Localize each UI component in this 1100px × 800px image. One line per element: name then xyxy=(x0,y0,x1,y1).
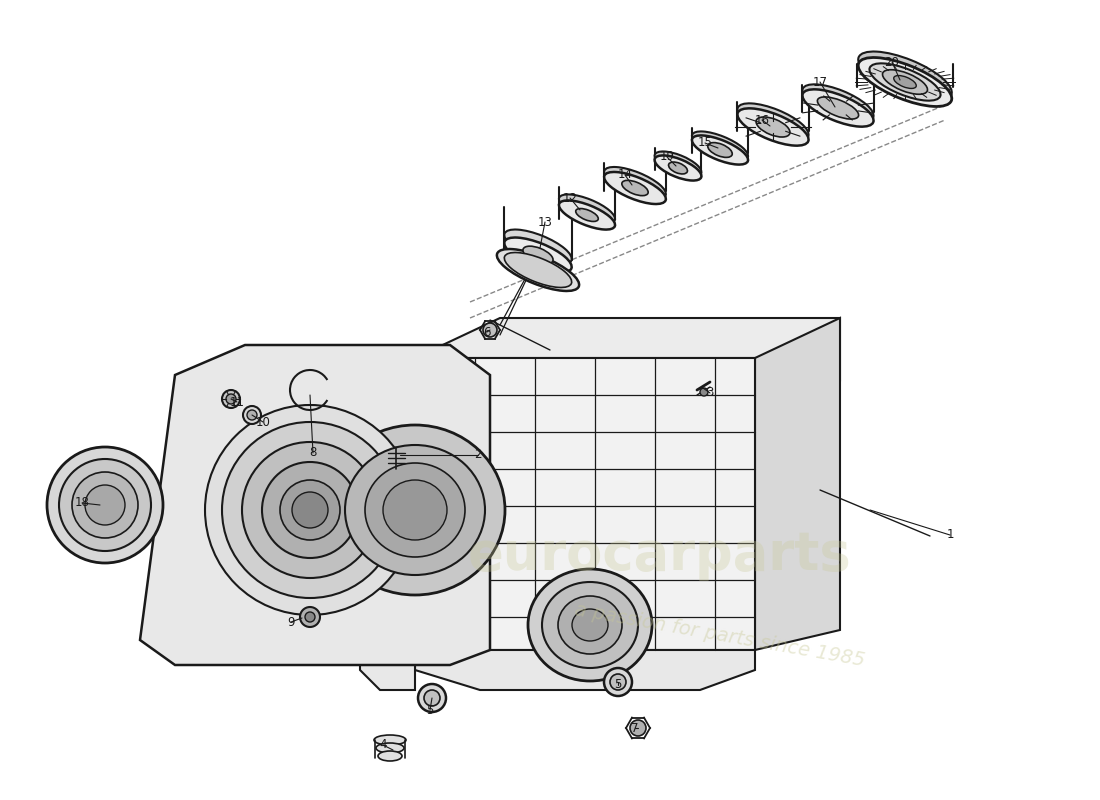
Ellipse shape xyxy=(504,230,572,265)
Ellipse shape xyxy=(374,735,406,745)
Text: 15: 15 xyxy=(697,137,713,150)
Ellipse shape xyxy=(707,142,733,158)
Text: 6: 6 xyxy=(483,326,491,338)
Polygon shape xyxy=(360,650,415,690)
Ellipse shape xyxy=(558,596,622,654)
Ellipse shape xyxy=(504,253,572,287)
Ellipse shape xyxy=(542,582,638,668)
Polygon shape xyxy=(415,650,755,690)
Text: 7: 7 xyxy=(631,722,639,734)
Text: a passion for parts since 1985: a passion for parts since 1985 xyxy=(573,600,867,670)
Text: 3: 3 xyxy=(706,386,714,399)
Ellipse shape xyxy=(378,751,402,761)
Ellipse shape xyxy=(692,131,748,161)
Ellipse shape xyxy=(858,51,952,101)
Ellipse shape xyxy=(604,167,666,199)
Ellipse shape xyxy=(559,194,615,223)
Ellipse shape xyxy=(858,58,952,106)
Circle shape xyxy=(424,690,440,706)
Ellipse shape xyxy=(365,463,465,557)
Text: 1: 1 xyxy=(946,529,954,542)
Ellipse shape xyxy=(802,84,873,122)
Circle shape xyxy=(483,323,497,337)
Circle shape xyxy=(248,410,257,420)
Ellipse shape xyxy=(559,201,615,230)
Text: 4: 4 xyxy=(379,738,387,751)
Ellipse shape xyxy=(572,609,608,641)
Text: 10: 10 xyxy=(255,415,271,429)
Text: 14: 14 xyxy=(617,169,632,182)
Circle shape xyxy=(262,462,358,558)
Text: 2: 2 xyxy=(474,449,482,462)
Ellipse shape xyxy=(669,162,688,174)
Ellipse shape xyxy=(522,246,553,264)
Ellipse shape xyxy=(869,63,940,101)
Circle shape xyxy=(72,472,138,538)
Ellipse shape xyxy=(654,155,702,181)
Text: 18: 18 xyxy=(75,497,89,510)
Text: eurocarparts: eurocarparts xyxy=(469,529,851,581)
Ellipse shape xyxy=(893,75,916,89)
Text: 20: 20 xyxy=(884,55,900,69)
Polygon shape xyxy=(415,318,840,380)
Circle shape xyxy=(305,612,315,622)
Circle shape xyxy=(222,390,240,408)
Circle shape xyxy=(280,480,340,540)
Ellipse shape xyxy=(621,180,648,196)
Ellipse shape xyxy=(575,209,598,222)
Text: 9: 9 xyxy=(287,615,295,629)
Circle shape xyxy=(226,394,236,404)
Circle shape xyxy=(604,668,632,696)
Ellipse shape xyxy=(345,445,485,575)
Circle shape xyxy=(85,485,125,525)
Ellipse shape xyxy=(376,743,404,753)
Ellipse shape xyxy=(802,90,873,126)
Circle shape xyxy=(610,674,626,690)
Ellipse shape xyxy=(817,97,859,119)
Ellipse shape xyxy=(604,172,666,204)
Ellipse shape xyxy=(383,480,447,540)
Ellipse shape xyxy=(868,60,943,98)
Ellipse shape xyxy=(324,425,505,595)
Text: 11: 11 xyxy=(230,395,244,409)
Ellipse shape xyxy=(882,70,927,94)
Circle shape xyxy=(47,447,163,563)
Circle shape xyxy=(300,607,320,627)
Polygon shape xyxy=(415,358,755,650)
Text: 8: 8 xyxy=(309,446,317,459)
Text: 5: 5 xyxy=(427,703,433,717)
Circle shape xyxy=(59,459,151,551)
Ellipse shape xyxy=(528,569,652,681)
Ellipse shape xyxy=(737,108,808,146)
Text: 16: 16 xyxy=(755,114,770,126)
Circle shape xyxy=(222,422,398,598)
Ellipse shape xyxy=(692,135,748,165)
Circle shape xyxy=(205,405,415,615)
Ellipse shape xyxy=(654,151,702,177)
Text: 12: 12 xyxy=(562,191,578,205)
Circle shape xyxy=(243,406,261,424)
Ellipse shape xyxy=(756,117,790,137)
Text: 5: 5 xyxy=(614,678,622,691)
Ellipse shape xyxy=(504,238,572,273)
Text: 19: 19 xyxy=(660,150,674,163)
Text: 13: 13 xyxy=(538,215,552,229)
Circle shape xyxy=(292,492,328,528)
Circle shape xyxy=(418,684,446,712)
Text: 17: 17 xyxy=(813,75,827,89)
Ellipse shape xyxy=(497,249,579,291)
Circle shape xyxy=(700,388,708,396)
Circle shape xyxy=(630,720,646,736)
Polygon shape xyxy=(755,318,840,650)
Polygon shape xyxy=(140,345,490,665)
Ellipse shape xyxy=(737,103,808,141)
Circle shape xyxy=(242,442,378,578)
